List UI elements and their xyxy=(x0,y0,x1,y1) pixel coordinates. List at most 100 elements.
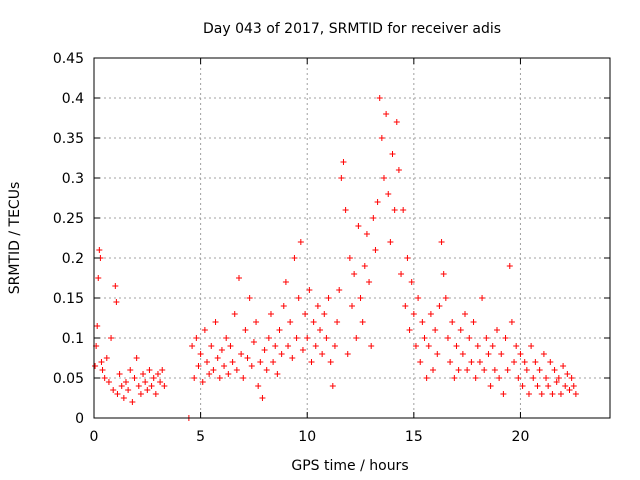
data-point xyxy=(536,367,543,373)
data-point xyxy=(216,375,223,381)
data-point xyxy=(140,371,147,377)
data-point xyxy=(276,327,283,333)
x-tick-label: 0 xyxy=(90,429,99,445)
data-point xyxy=(227,343,234,349)
data-point xyxy=(122,379,129,385)
data-point xyxy=(530,375,537,381)
data-point xyxy=(545,383,552,389)
data-point xyxy=(425,343,432,349)
y-tick-label: 0.35 xyxy=(53,131,84,147)
data-point xyxy=(415,295,422,301)
data-point xyxy=(327,359,334,365)
data-point xyxy=(406,327,413,333)
data-point xyxy=(127,367,134,373)
data-point xyxy=(204,359,211,365)
data-point xyxy=(238,351,245,357)
data-point xyxy=(453,343,460,349)
data-point xyxy=(504,367,511,373)
data-point xyxy=(400,207,407,213)
y-tick-label: 0.2 xyxy=(62,251,84,267)
data-point xyxy=(444,335,451,341)
data-point xyxy=(92,363,99,369)
data-point xyxy=(299,347,306,353)
data-point xyxy=(372,247,379,253)
data-point xyxy=(146,367,153,373)
data-point xyxy=(528,343,535,349)
data-point xyxy=(113,299,120,305)
x-tick-label: 20 xyxy=(512,429,530,445)
data-point xyxy=(349,303,355,309)
data-point xyxy=(351,271,358,277)
data-point xyxy=(442,295,449,301)
data-point xyxy=(250,339,257,345)
data-point xyxy=(555,375,562,381)
data-point xyxy=(103,355,110,361)
data-point xyxy=(402,303,409,309)
data-point xyxy=(562,383,569,389)
data-point xyxy=(95,275,102,281)
data-point xyxy=(116,371,123,377)
data-point xyxy=(208,343,215,349)
data-point xyxy=(108,335,115,341)
y-tick-label: 0.3 xyxy=(62,171,84,187)
y-tick-label: 0.45 xyxy=(53,51,84,67)
data-point xyxy=(440,271,447,277)
data-point xyxy=(427,311,434,317)
data-point xyxy=(547,359,554,365)
data-point xyxy=(231,311,238,317)
data-point xyxy=(417,359,424,365)
data-point xyxy=(144,387,151,393)
data-point xyxy=(457,327,464,333)
data-point xyxy=(274,371,281,377)
data-point xyxy=(265,335,272,341)
y-axis-label: SRMTID / TECUs xyxy=(7,182,23,295)
data-point xyxy=(331,343,338,349)
data-point xyxy=(233,367,240,373)
y-tick-label: 0.1 xyxy=(62,331,84,347)
data-point xyxy=(159,367,166,373)
data-point xyxy=(498,351,505,357)
data-point xyxy=(150,375,157,381)
data-point xyxy=(543,375,550,381)
data-point xyxy=(137,391,144,397)
data-point xyxy=(389,151,396,157)
data-point xyxy=(210,367,217,373)
data-point xyxy=(191,375,198,381)
data-point xyxy=(346,255,353,261)
data-point xyxy=(438,239,445,245)
data-point xyxy=(338,175,345,181)
data-point xyxy=(248,363,255,369)
data-point xyxy=(493,327,500,333)
data-point xyxy=(434,351,441,357)
data-point xyxy=(99,367,106,373)
data-point xyxy=(380,175,387,181)
data-point xyxy=(468,359,475,365)
x-tick-label: 5 xyxy=(196,429,205,445)
y-tick-label: 0 xyxy=(75,411,84,427)
data-point xyxy=(154,371,161,377)
data-point xyxy=(240,375,247,381)
data-point xyxy=(355,223,362,229)
data-point xyxy=(280,303,287,309)
data-point xyxy=(148,383,155,389)
data-point xyxy=(101,375,108,381)
x-axis-label: GPS time / hours xyxy=(291,458,408,474)
data-point xyxy=(570,383,577,389)
data-point xyxy=(549,391,556,397)
data-point xyxy=(481,367,488,373)
data-point xyxy=(353,335,360,341)
y-tick-label: 0.05 xyxy=(53,371,84,387)
data-point xyxy=(366,279,373,285)
data-point xyxy=(502,335,509,341)
data-point xyxy=(161,383,168,389)
data-point xyxy=(319,351,326,357)
data-point xyxy=(314,303,321,309)
data-point xyxy=(395,167,402,173)
data-point xyxy=(447,359,454,365)
data-point xyxy=(359,319,366,325)
data-point xyxy=(114,391,121,397)
data-point xyxy=(135,383,142,389)
data-point xyxy=(105,379,112,385)
data-point xyxy=(312,343,319,349)
tick-labels: 0 0.05 0.1 0.15 0.2 0.25 0.3 0.35 0.4 0.45 0 5 10 15 2… xyxy=(53,51,530,445)
